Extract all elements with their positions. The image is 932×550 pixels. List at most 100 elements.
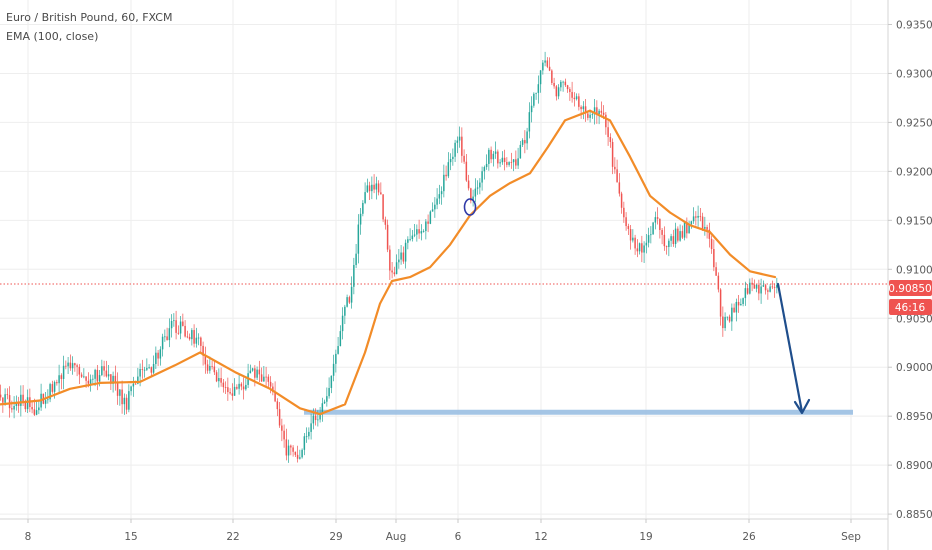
candle-body — [323, 401, 326, 404]
candle-body — [105, 370, 108, 377]
candle-body — [436, 198, 438, 205]
candle-body — [551, 70, 553, 83]
current-price-tag — [889, 280, 932, 296]
candle-body — [114, 375, 117, 382]
candle-body — [587, 113, 589, 118]
candle-body — [636, 248, 639, 252]
candle-body — [706, 227, 708, 230]
candlestick-series — [0, 51, 778, 463]
candle-body — [542, 62, 544, 71]
candle-body — [157, 352, 159, 359]
candle-body — [184, 325, 186, 337]
candle-body — [679, 231, 681, 241]
candle-body — [758, 284, 760, 294]
candle-body — [236, 386, 238, 389]
x-tick-label: 29 — [329, 531, 342, 543]
candle-body — [6, 394, 9, 396]
candle-body — [224, 387, 227, 388]
candle-body — [168, 328, 171, 341]
candle-body — [24, 401, 27, 410]
candle-body — [112, 375, 114, 384]
candle-body — [454, 142, 456, 157]
candle-body — [330, 375, 333, 388]
candle-body — [285, 439, 288, 456]
candle-body — [413, 234, 416, 236]
candle-body — [202, 345, 204, 356]
candle-body — [35, 410, 38, 415]
candle-body — [305, 436, 308, 438]
candle-body — [287, 445, 290, 456]
candle-body — [362, 202, 364, 214]
candle-body — [398, 259, 400, 263]
candle-body — [94, 369, 96, 379]
candle-body — [483, 167, 486, 172]
candle-body — [278, 409, 281, 426]
candle-body — [767, 290, 769, 292]
candle-body — [695, 216, 697, 218]
candle-body — [26, 397, 29, 410]
candle-body — [251, 368, 254, 371]
candle-body — [596, 107, 598, 115]
candle-body — [458, 136, 461, 141]
candle-body — [301, 449, 303, 458]
candle-body — [377, 183, 380, 193]
candle-body — [773, 286, 776, 288]
candle-body — [290, 445, 292, 448]
candle-body — [348, 297, 351, 303]
candle-body — [211, 366, 213, 367]
candle-body — [353, 264, 355, 287]
candle-body — [74, 363, 76, 366]
candle-body — [645, 242, 648, 246]
candle-body — [197, 337, 200, 339]
candle-body — [533, 93, 535, 106]
candle-body — [69, 362, 72, 369]
candle-body — [506, 161, 508, 165]
candle-body — [715, 267, 717, 276]
ema-line — [0, 109, 777, 416]
candle-body — [350, 286, 353, 303]
indicator-label[interactable]: EMA (100, close) — [6, 30, 98, 43]
candle-body — [159, 349, 162, 359]
candle-body — [364, 192, 366, 203]
candle-body — [427, 221, 429, 224]
candle-body — [148, 367, 150, 369]
candle-body — [708, 229, 711, 239]
candle-body — [296, 454, 299, 459]
candle-body — [33, 409, 36, 415]
grid-lines — [0, 0, 888, 519]
candle-body — [317, 419, 319, 421]
x-tick-label: 6 — [455, 531, 462, 543]
candle-body — [521, 140, 524, 145]
candle-body — [503, 157, 506, 162]
candle-body — [341, 315, 344, 332]
candle-body — [258, 369, 261, 375]
x-tick-label: Sep — [841, 531, 861, 543]
candle-body — [683, 221, 686, 238]
candle-body — [299, 457, 301, 459]
candle-body — [607, 127, 609, 138]
candle-body — [191, 330, 193, 340]
candle-body — [20, 394, 22, 406]
candle-body — [755, 284, 758, 289]
candle-body — [472, 196, 474, 201]
candle-body — [164, 336, 166, 338]
candle-body — [116, 381, 119, 396]
candle-body — [344, 306, 346, 316]
candle-body — [461, 136, 463, 156]
candle-body — [445, 174, 447, 177]
candle-body — [128, 391, 130, 410]
candle-body — [728, 316, 731, 322]
candle-body — [56, 382, 58, 384]
candle-body — [276, 401, 279, 410]
ema-touch-marker — [463, 198, 477, 216]
candle-body — [443, 174, 445, 192]
candle-body — [384, 219, 387, 225]
candle-body — [634, 237, 636, 249]
candle-body — [308, 431, 310, 437]
candle-body — [440, 191, 443, 195]
x-tick-label: 26 — [742, 531, 756, 543]
